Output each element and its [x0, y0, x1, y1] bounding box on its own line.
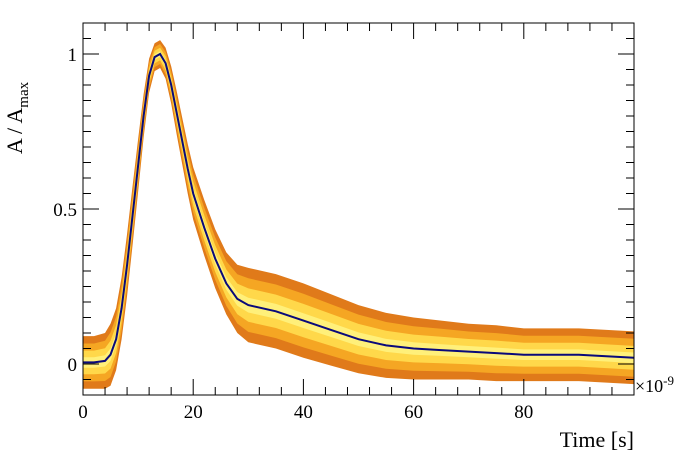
x-axis-exponent-base: ×10	[635, 376, 663, 396]
x-axis-exponent-power: -9	[663, 373, 674, 388]
x-axis-ticks: 0 20 40 60 80	[78, 23, 635, 423]
y-tick-label: 0	[68, 355, 78, 376]
mean-waveform-line	[83, 52, 635, 364]
x-axis-exponent: ×10-9	[635, 373, 674, 396]
x-tick-label: 0	[78, 402, 88, 423]
y-axis-title-main: A / A	[2, 108, 27, 155]
x-tick-label: 20	[184, 402, 203, 423]
y-axis-title: A / Amax	[2, 81, 32, 154]
x-axis-title: Time [s]	[560, 427, 634, 452]
density-bands	[83, 40, 634, 389]
y-axis-ticks: 00.51	[53, 22, 634, 396]
y-tick-label: 1	[68, 45, 78, 66]
x-tick-label: 80	[514, 402, 533, 423]
y-axis-title-subscript: max	[16, 81, 32, 107]
inner-density-band	[83, 47, 634, 375]
x-tick-label: 60	[404, 402, 423, 423]
x-tick-label: 40	[294, 402, 313, 423]
y-tick-label: 0.5	[53, 200, 77, 221]
